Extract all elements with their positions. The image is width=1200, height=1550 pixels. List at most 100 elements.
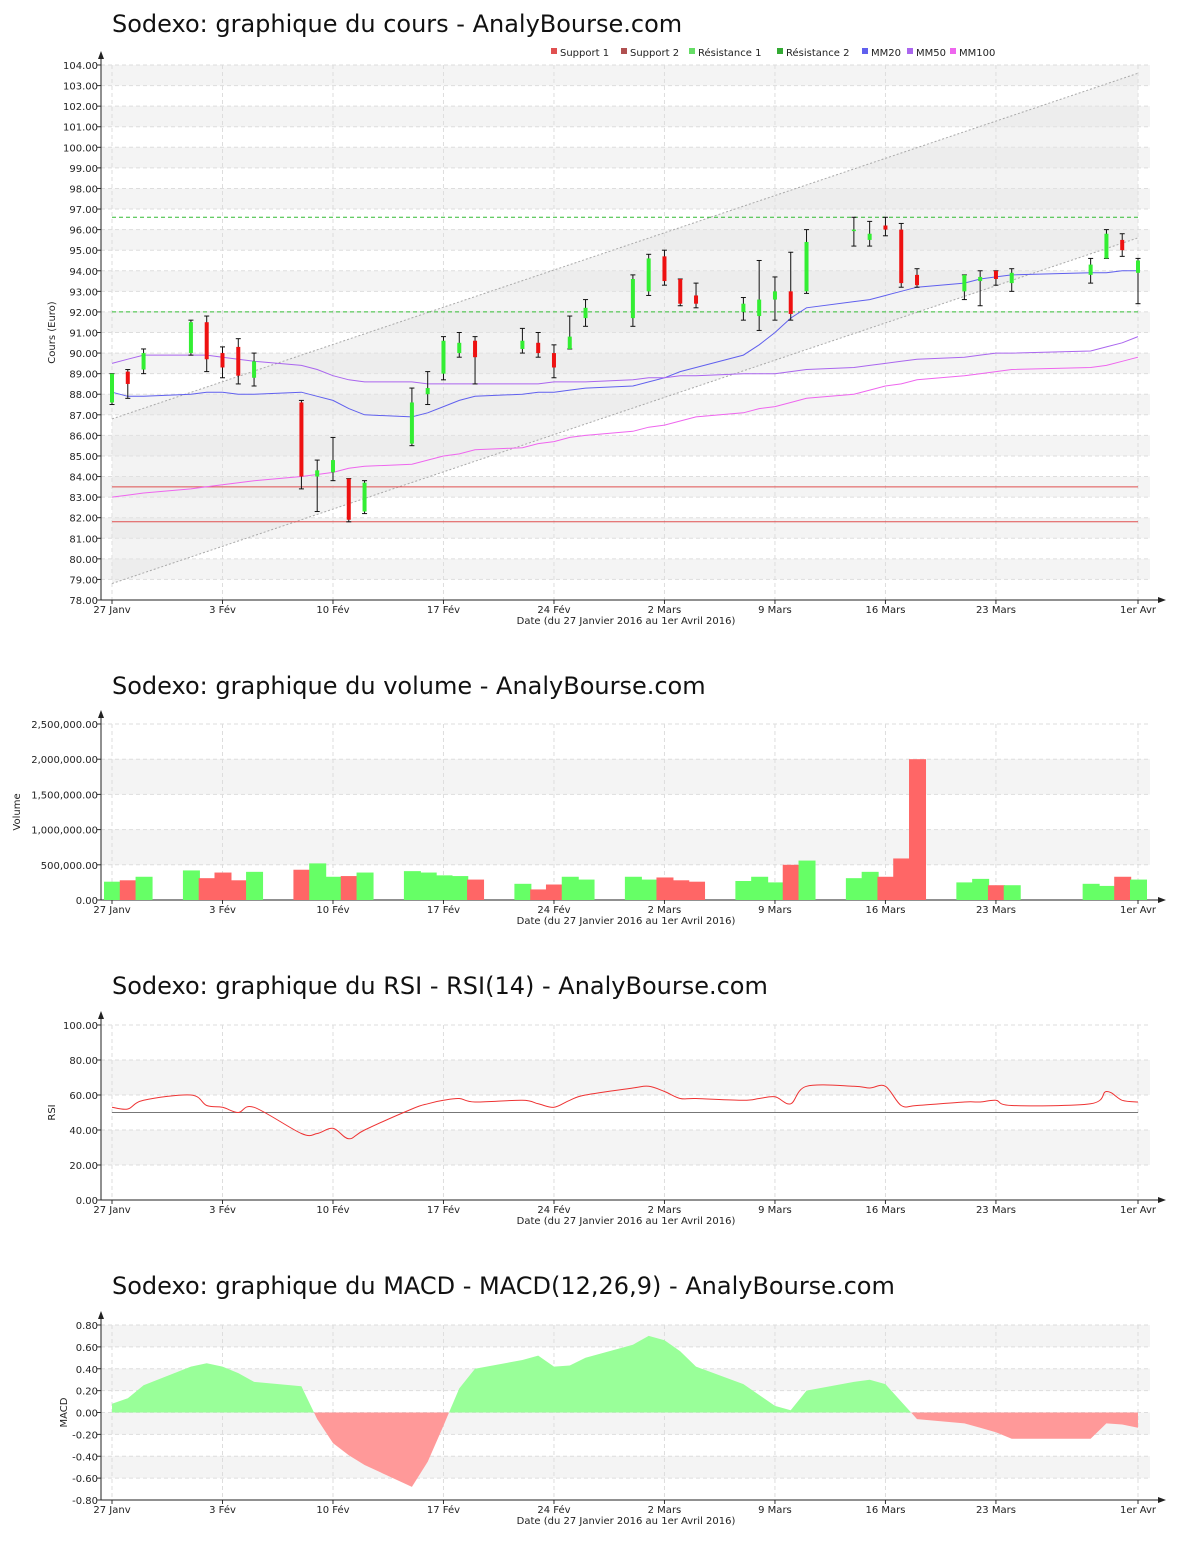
legend-label: Résistance 1 bbox=[698, 47, 761, 59]
volume-bar-down bbox=[340, 876, 358, 900]
candle-up bbox=[1104, 233, 1109, 259]
volume-bar-up bbox=[324, 876, 342, 900]
candle-down bbox=[125, 371, 130, 384]
price-panel: Sodexo: graphique du cours - AnalyBourse… bbox=[0, 0, 1200, 640]
x-tick-label: 10 Fév bbox=[316, 604, 349, 616]
legend-swatch bbox=[950, 48, 956, 54]
legend-swatch bbox=[689, 48, 695, 54]
candle-up bbox=[772, 291, 777, 300]
volume-bar-up bbox=[1003, 885, 1021, 900]
y-tick-label: 92.00 bbox=[69, 308, 98, 319]
x-tick-label: 3 Fév bbox=[209, 1204, 236, 1216]
y-tick-label: 91.00 bbox=[69, 329, 98, 340]
candle-up bbox=[1088, 264, 1093, 275]
grid-band bbox=[101, 1130, 1150, 1165]
price-chart: 78.00 79.00 80.00 81.00 82.00 83.00 84.00 85.00… bbox=[47, 47, 1166, 627]
trend-channel-upper bbox=[111, 72, 1139, 420]
grid-band bbox=[101, 311, 1150, 333]
candle-up bbox=[741, 303, 746, 312]
candle-up bbox=[1136, 260, 1140, 273]
volume-bar-up bbox=[766, 882, 784, 900]
volume-bar-up bbox=[577, 879, 595, 900]
volume-bar-up bbox=[956, 882, 974, 900]
candle-up bbox=[520, 340, 525, 349]
x-tick-label: 17 Fév bbox=[427, 1204, 460, 1216]
x-tick-label: 2 Mars bbox=[648, 1205, 682, 1216]
y-tick-label: 1,500,000.00 bbox=[31, 790, 98, 801]
x-axis-arrow bbox=[1158, 1197, 1166, 1203]
y-tick-label: 90.00 bbox=[69, 349, 98, 360]
trend-channel-lower bbox=[111, 237, 1139, 585]
y-tick-label: 80.00 bbox=[69, 555, 98, 566]
y-tick-label: -0.40 bbox=[72, 1452, 98, 1463]
candle-up bbox=[409, 402, 414, 444]
volume-bar-up bbox=[640, 879, 658, 900]
x-axis-label: Date (du 27 Janvier 2016 au 1er Avril 20… bbox=[517, 1516, 736, 1527]
grid-band bbox=[101, 435, 1150, 456]
candle-up bbox=[962, 274, 967, 292]
y-tick-label: 94.00 bbox=[69, 267, 98, 278]
volume-bar-up bbox=[135, 876, 153, 900]
grid-band bbox=[101, 394, 1150, 415]
legend-label: MM50 bbox=[916, 48, 946, 59]
candle-down bbox=[899, 229, 904, 284]
volume-bar-up bbox=[246, 871, 264, 900]
y-tick-label: 1,000,000.00 bbox=[31, 826, 98, 837]
volume-bar-up bbox=[735, 880, 753, 900]
volume-bar-up bbox=[751, 876, 769, 900]
x-axis-label: Date (du 27 Janvier 2016 au 1er Avril 20… bbox=[517, 616, 736, 627]
y-tick-label: -0.80 bbox=[72, 1496, 98, 1507]
macd-area-positive bbox=[449, 1335, 912, 1413]
grid-band bbox=[101, 1456, 1150, 1479]
grid-band bbox=[101, 517, 1150, 539]
volume-bar-down bbox=[909, 759, 927, 900]
x-tick-label: 23 Mars bbox=[976, 905, 1016, 916]
candle-up bbox=[188, 322, 193, 354]
candle-up bbox=[1009, 272, 1014, 284]
candle-down bbox=[536, 342, 541, 354]
y-tick-label: 101.00 bbox=[63, 123, 98, 134]
grid-band bbox=[101, 1325, 1150, 1347]
y-tick-label: 99.00 bbox=[69, 164, 98, 175]
macd-panel: Sodexo: graphique du MACD - MACD(12,26,9… bbox=[0, 1260, 1200, 1550]
y-tick-label: 40.00 bbox=[69, 1126, 98, 1137]
y-tick-label: 100.00 bbox=[63, 1021, 98, 1032]
grid-band bbox=[101, 353, 1150, 374]
volume-bar-down bbox=[545, 884, 563, 900]
y-tick-label: 93.00 bbox=[69, 287, 98, 298]
x-tick-label: 9 Mars bbox=[758, 605, 792, 616]
y-axis-label: Cours (Euro) bbox=[47, 301, 58, 364]
volume-bar-down bbox=[1114, 876, 1132, 900]
grid-band bbox=[101, 229, 1150, 251]
legend-label: MM20 bbox=[871, 48, 901, 59]
x-tick-label: 24 Fév bbox=[537, 904, 570, 916]
x-tick-label: 1er Avr bbox=[1120, 905, 1157, 916]
candle-down bbox=[220, 353, 225, 368]
candle-up bbox=[583, 307, 588, 319]
y-tick-label: 100.00 bbox=[63, 143, 98, 154]
x-tick-label: 2 Mars bbox=[648, 1505, 682, 1516]
y-tick-label: 0.00 bbox=[76, 1409, 98, 1420]
y-tick-label: 0.00 bbox=[76, 1196, 98, 1207]
x-tick-label: 17 Fév bbox=[427, 904, 460, 916]
y-tick-label: 82.00 bbox=[69, 514, 98, 525]
plot-area: 0.00 20.00 40.00 60.00 80.00 100.00 27 Janv 3 F… bbox=[47, 1011, 1166, 1227]
x-tick-label: 10 Fév bbox=[316, 904, 349, 916]
y-tick-label: 97.00 bbox=[69, 205, 98, 216]
volume-bar-up bbox=[182, 870, 200, 900]
volume-bar-up bbox=[451, 876, 469, 900]
volume-bar-up bbox=[1082, 883, 1100, 900]
volume-chart: 0.00 500,000.00 1,000,000.00 1,500,000.00 2,… bbox=[12, 710, 1166, 927]
y-tick-label: 104.00 bbox=[63, 61, 98, 72]
volume-bar-down bbox=[530, 889, 548, 900]
y-tick-label: 80.00 bbox=[69, 1056, 98, 1067]
x-tick-label: 9 Mars bbox=[758, 1505, 792, 1516]
x-tick-label: 17 Fév bbox=[427, 604, 460, 616]
x-tick-label: 3 Fév bbox=[209, 1504, 236, 1516]
x-tick-label: 1er Avr bbox=[1120, 605, 1157, 616]
plot-background bbox=[101, 724, 1150, 900]
y-axis-arrow bbox=[98, 710, 104, 718]
y-tick-label: 60.00 bbox=[69, 1091, 98, 1102]
x-tick-label: 3 Fév bbox=[209, 904, 236, 916]
y-tick-label: 0.80 bbox=[76, 1321, 98, 1332]
